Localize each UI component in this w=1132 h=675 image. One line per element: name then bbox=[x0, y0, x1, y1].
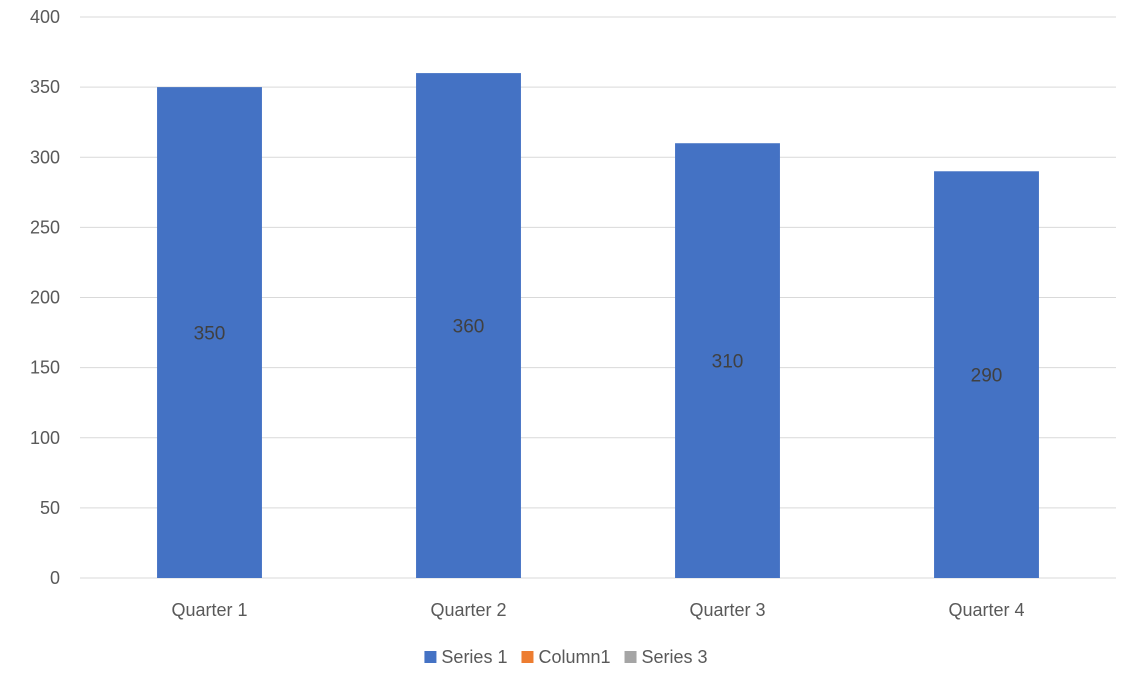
y-tick-label-350: 350 bbox=[30, 77, 60, 97]
data-label-3: 310 bbox=[712, 352, 744, 373]
bar-4 bbox=[934, 171, 1039, 578]
legend: Series 1 Column1 Series 3 bbox=[424, 647, 708, 667]
legend-label-1: Series 1 bbox=[441, 647, 507, 667]
x-tick-label-3: Quarter 3 bbox=[689, 600, 765, 620]
legend-label-3: Series 3 bbox=[642, 647, 708, 667]
y-tick-label-150: 150 bbox=[30, 358, 60, 378]
legend-swatch-1 bbox=[424, 651, 437, 663]
x-tick-label-2: Quarter 2 bbox=[430, 600, 506, 620]
y-axis-tick-labels: 0 50 100 150 200 250 300 350 400 bbox=[30, 7, 60, 588]
legend-label-2: Column1 bbox=[538, 647, 610, 667]
data-label-1: 350 bbox=[194, 324, 226, 345]
bars bbox=[157, 73, 1039, 578]
legend-swatch-3 bbox=[624, 651, 637, 663]
data-label-2: 360 bbox=[453, 317, 485, 338]
y-tick-label-400: 400 bbox=[30, 7, 60, 27]
bar-3 bbox=[675, 143, 780, 578]
bar-2 bbox=[416, 73, 521, 578]
legend-swatch-2 bbox=[521, 651, 534, 663]
x-tick-label-1: Quarter 1 bbox=[171, 600, 247, 620]
data-labels: 350 360 310 290 bbox=[194, 317, 1003, 387]
bar-1 bbox=[157, 87, 262, 578]
y-tick-label-250: 250 bbox=[30, 217, 60, 237]
y-tick-label-200: 200 bbox=[30, 288, 60, 308]
y-tick-label-300: 300 bbox=[30, 147, 60, 167]
x-axis-tick-labels: Quarter 1 Quarter 2 Quarter 3 Quarter 4 bbox=[171, 600, 1024, 620]
data-label-4: 290 bbox=[971, 366, 1003, 387]
y-tick-label-0: 0 bbox=[50, 568, 60, 588]
y-tick-label-50: 50 bbox=[40, 498, 60, 518]
x-tick-label-4: Quarter 4 bbox=[948, 600, 1024, 620]
y-tick-label-100: 100 bbox=[30, 428, 60, 448]
